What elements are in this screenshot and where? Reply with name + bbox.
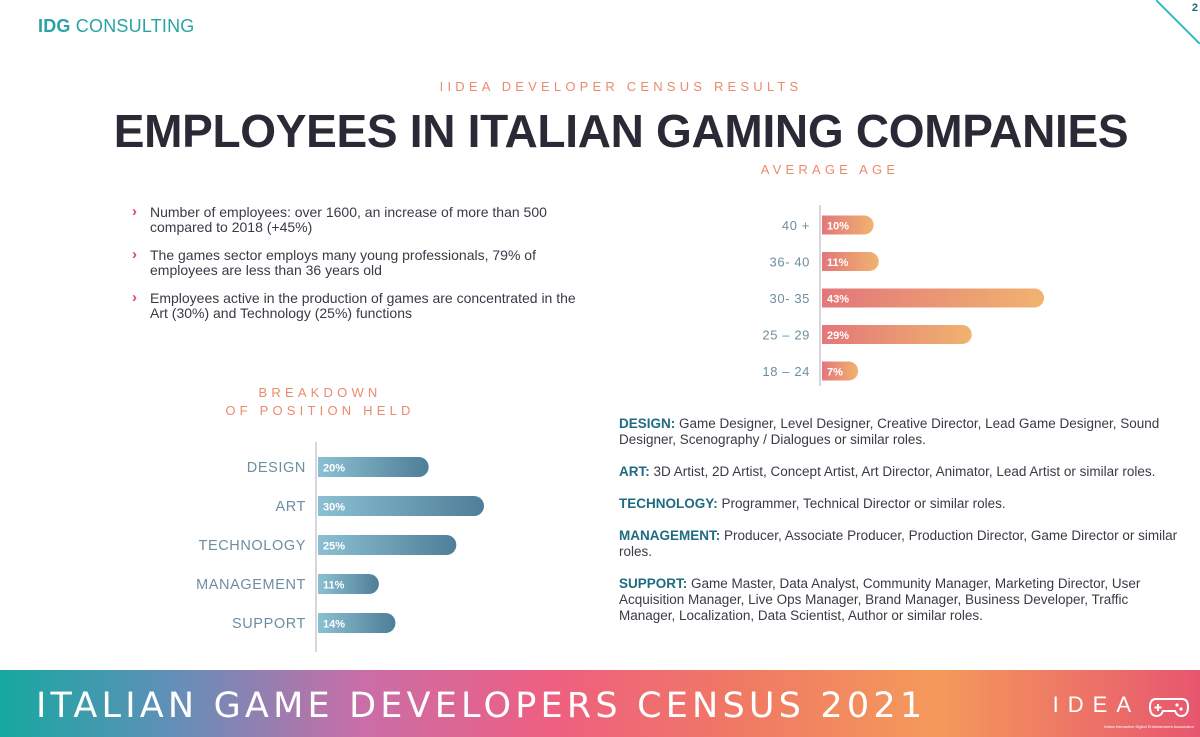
category-label: 25 – 29	[762, 328, 810, 343]
category-label: TECHNOLOGY	[198, 538, 306, 554]
data-label: 11%	[827, 257, 849, 269]
iidea-logo-caption: Italian Interactive Digital Entertainmen…	[1104, 724, 1194, 729]
definition-art: ART: 3D Artist, 2D Artist, Concept Artis…	[619, 464, 1179, 480]
chart-bar	[822, 252, 879, 271]
chart-bar	[822, 361, 859, 381]
data-label: 11%	[323, 580, 345, 592]
category-label: ART	[275, 499, 306, 515]
position-breakdown-chart: DESIGN 20% ART 30% TECHNOLOGY 25% MANAGEMENT 11…	[196, 442, 484, 652]
definition-support: SUPPORT: Game Master, Data Analyst, Comm…	[619, 576, 1179, 624]
data-label: 20%	[323, 463, 345, 475]
logo-bold-text: IDG	[38, 16, 71, 36]
bullet-text: Number of employees: over 1600, an incre…	[150, 204, 547, 235]
definition-term: MANAGEMENT:	[619, 528, 721, 543]
breakdown-title-line-1: BREAKDOWN	[258, 385, 382, 400]
data-label: 29%	[827, 330, 849, 342]
data-label: 7%	[827, 367, 843, 379]
chart-bar	[318, 613, 396, 633]
category-label: SUPPORT	[232, 616, 306, 632]
category-label: 30- 35	[770, 291, 810, 306]
page-number: 2	[1191, 2, 1198, 14]
data-label: 10%	[827, 221, 849, 233]
data-label: 14%	[323, 619, 345, 631]
iidea-logo: IDEA	[1052, 692, 1140, 717]
category-label: 36- 40	[770, 255, 810, 270]
definition-management: MANAGEMENT: Producer, Associate Producer…	[619, 528, 1179, 560]
banner-title: ITALIAN GAME DEVELOPERS CENSUS 2021	[36, 686, 927, 726]
chevron-right-icon: ›	[132, 203, 137, 220]
definition-text: Producer, Associate Producer, Production…	[619, 528, 1178, 559]
key-facts-list: › Number of employees: over 1600, an incr…	[132, 203, 592, 334]
data-label: 30%	[323, 502, 345, 514]
role-definitions: DESIGN: Game Designer, Level Designer, C…	[619, 416, 1179, 640]
definition-term: ART:	[619, 464, 650, 479]
page-title: EMPLOYEES IN ITALIAN GAMING COMPANIES	[113, 105, 1129, 157]
corner-decoration	[1156, 0, 1200, 44]
chevron-right-icon: ›	[132, 246, 137, 263]
average-age-title: AVERAGE AGE	[760, 162, 900, 177]
definition-text: 3D Artist, 2D Artist, Concept Artist, Ar…	[649, 464, 1156, 479]
chart-bar	[318, 457, 429, 477]
chevron-right-icon: ›	[132, 289, 137, 306]
category-label: 40 +	[782, 218, 810, 233]
section-kicker: IIDEA DEVELOPER CENSUS RESULTS	[439, 79, 803, 94]
footer-banner: ITALIAN GAME DEVELOPERS CENSUS 2021 IDEA…	[0, 670, 1200, 737]
chart-bar	[318, 496, 484, 516]
data-label: 43%	[827, 294, 849, 306]
chart-bar	[822, 288, 1044, 308]
definition-text: Game Master, Data Analyst, Community Man…	[619, 576, 1141, 623]
average-age-chart: 40 + 10% 36- 40 11% 30- 35 43% 25 – 29 29% 18 – …	[762, 205, 1044, 386]
list-item: › Employees active in the production of g…	[132, 289, 592, 321]
logo-rest-text: CONSULTING	[70, 16, 195, 36]
data-label: 25%	[323, 541, 345, 553]
category-label: DESIGN	[247, 460, 306, 476]
bullet-text: The games sector employs many young prof…	[150, 247, 536, 278]
definition-text: Programmer, Technical Director or simila…	[717, 496, 1006, 511]
definition-text: Game Designer, Level Designer, Creative …	[619, 416, 1160, 447]
chart-bar	[822, 215, 874, 235]
company-logo: IDG CONSULTING	[38, 16, 195, 37]
definition-design: DESIGN: Game Designer, Level Designer, C…	[619, 416, 1179, 448]
list-item: › The games sector employs many young pro…	[132, 246, 592, 278]
category-label: MANAGEMENT	[196, 577, 306, 593]
chart-bar	[822, 325, 972, 344]
definition-term: SUPPORT:	[619, 576, 688, 591]
chart-bar	[318, 535, 457, 555]
breakdown-title: BREAKDOWN OF POSITION HELD	[190, 384, 450, 420]
definition-term: TECHNOLOGY:	[619, 496, 718, 511]
definition-technology: TECHNOLOGY: Programmer, Technical Direct…	[619, 496, 1179, 512]
bullet-text: Employees active in the production of ga…	[150, 290, 576, 321]
gamepad-icon	[1148, 698, 1190, 718]
chart-bar	[318, 574, 379, 594]
definition-term: DESIGN:	[619, 416, 676, 431]
list-item: › Number of employees: over 1600, an incr…	[132, 203, 592, 235]
category-label: 18 – 24	[762, 364, 810, 379]
breakdown-title-line-2: OF POSITION HELD	[225, 403, 415, 418]
